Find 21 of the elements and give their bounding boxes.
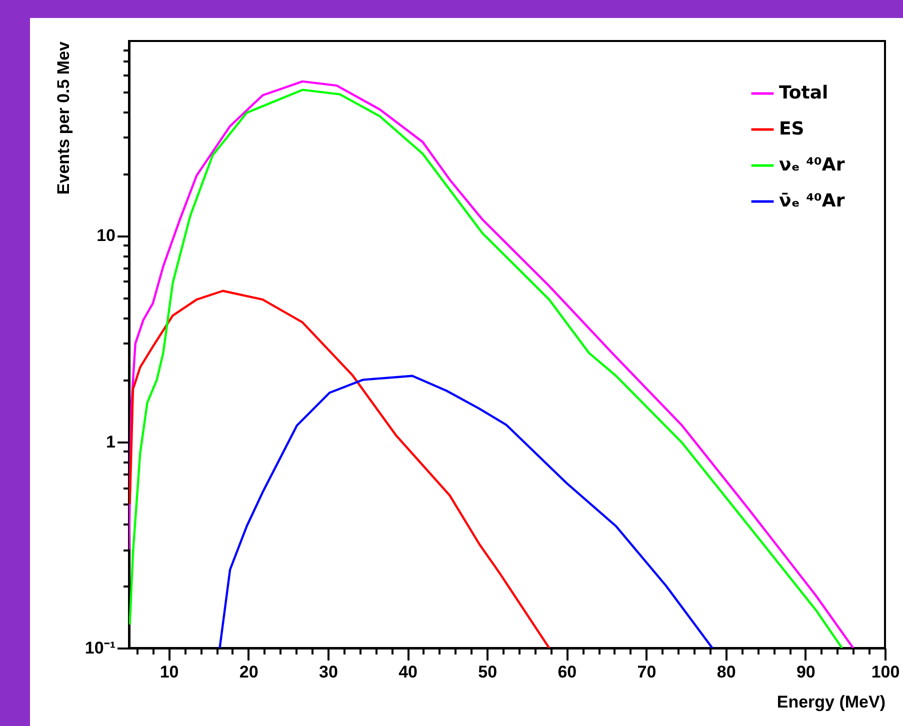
legend-label: νₑ ⁴⁰Ar [779, 154, 845, 176]
x-tick-label: 40 [398, 662, 418, 682]
legend-label: ES [779, 118, 804, 140]
x-tick-label: 30 [318, 662, 338, 682]
x-tick-label: 100 [871, 662, 900, 682]
x-tick-label: 20 [239, 662, 258, 682]
y-axis-title: Events per 0.5 Mev [54, 40, 73, 195]
x-tick-label: 90 [796, 662, 816, 682]
line-series [218, 374, 714, 648]
legend-label: Total [779, 82, 828, 104]
x-tick-label: 50 [478, 662, 498, 682]
x-axis-title: Energy (MeV) [776, 692, 886, 712]
y-tick-label: 1 [106, 432, 116, 452]
y-tick-label: 10⁻¹ [84, 638, 116, 658]
x-tick-label: 70 [637, 662, 656, 682]
x-tick-label: 10 [160, 662, 179, 682]
y-tick-label: 10 [96, 226, 116, 246]
x-tick-label: 80 [716, 662, 736, 682]
legend-label: ν̄ₑ ⁴⁰Ar [779, 190, 845, 212]
x-tick-label: 60 [558, 662, 577, 682]
line-series [129, 290, 550, 648]
